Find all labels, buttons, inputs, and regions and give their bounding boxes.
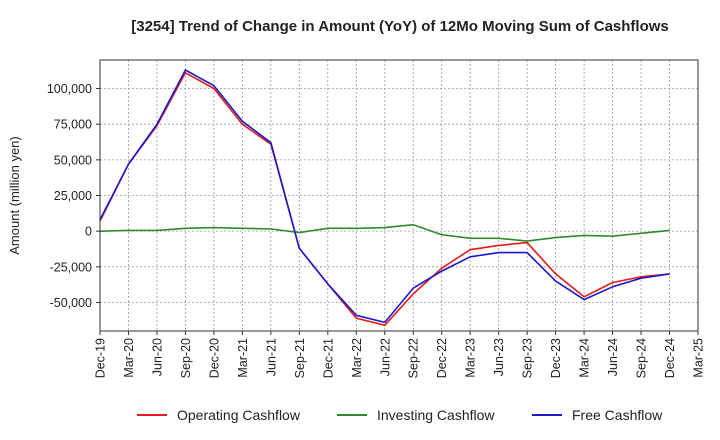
grid bbox=[100, 60, 698, 331]
series-line bbox=[99, 72, 670, 327]
x-tick-label: Sep-22 bbox=[407, 338, 421, 378]
x-tick-label: Sep-21 bbox=[293, 338, 307, 378]
y-tick-label: 50,000 bbox=[54, 153, 92, 167]
x-tick-label: Mar-20 bbox=[122, 338, 136, 378]
x-tick-label: Sep-20 bbox=[179, 338, 193, 378]
y-tick-label: 75,000 bbox=[54, 118, 92, 132]
legend-label: Free Cashflow bbox=[572, 407, 663, 423]
legend-label: Investing Cashflow bbox=[377, 407, 495, 423]
x-tick-label: Dec-24 bbox=[663, 338, 677, 378]
y-axis-label: Amount (million yen) bbox=[7, 136, 22, 255]
chart-title: [3254] Trend of Change in Amount (YoY) o… bbox=[131, 18, 669, 35]
x-tick-label: Mar-24 bbox=[578, 338, 592, 378]
y-tick-label: -25,000 bbox=[50, 260, 92, 274]
x-tick-label: Dec-20 bbox=[207, 338, 221, 378]
x-tick-label: Sep-23 bbox=[521, 338, 535, 378]
x-tick-label: Jun-24 bbox=[606, 338, 620, 376]
x-tick-label: Jun-23 bbox=[492, 338, 506, 376]
x-tick-label: Mar-21 bbox=[236, 338, 250, 378]
x-tick-label: Mar-23 bbox=[464, 338, 478, 378]
x-tick-labels: Dec-19 Mar-20 Jun-20 Sep-20 Dec-20 Mar-21 Jun-… bbox=[94, 331, 706, 378]
series-line bbox=[99, 223, 670, 242]
legend-label: Operating Cashflow bbox=[177, 407, 301, 423]
x-tick-label: Dec-19 bbox=[94, 338, 108, 378]
x-tick-label: Sep-24 bbox=[635, 338, 649, 378]
x-tick-label: Jun-20 bbox=[150, 338, 164, 376]
x-tick-label: Dec-23 bbox=[549, 338, 563, 378]
x-tick-label: Dec-21 bbox=[321, 338, 335, 378]
y-tick-label: 25,000 bbox=[54, 189, 92, 203]
y-tick-label: -50,000 bbox=[50, 296, 92, 310]
series-line bbox=[99, 69, 670, 324]
x-tick-label: Dec-22 bbox=[435, 338, 449, 378]
x-tick-label: Jun-22 bbox=[378, 338, 392, 376]
legend: Operating Cashflow Investing Cashflow Free… bbox=[137, 407, 663, 423]
x-tick-label: Jun-21 bbox=[264, 338, 278, 376]
x-tick-label: Mar-25 bbox=[692, 338, 706, 378]
y-tick-label: 0 bbox=[85, 225, 92, 239]
series-lines bbox=[99, 69, 670, 327]
x-tick-label: Mar-22 bbox=[350, 338, 364, 378]
y-tick-labels: -50,000 -25,000 0 25,000 50,000 75,000 100,000 bbox=[47, 82, 100, 310]
y-tick-label: 100,000 bbox=[47, 82, 92, 96]
